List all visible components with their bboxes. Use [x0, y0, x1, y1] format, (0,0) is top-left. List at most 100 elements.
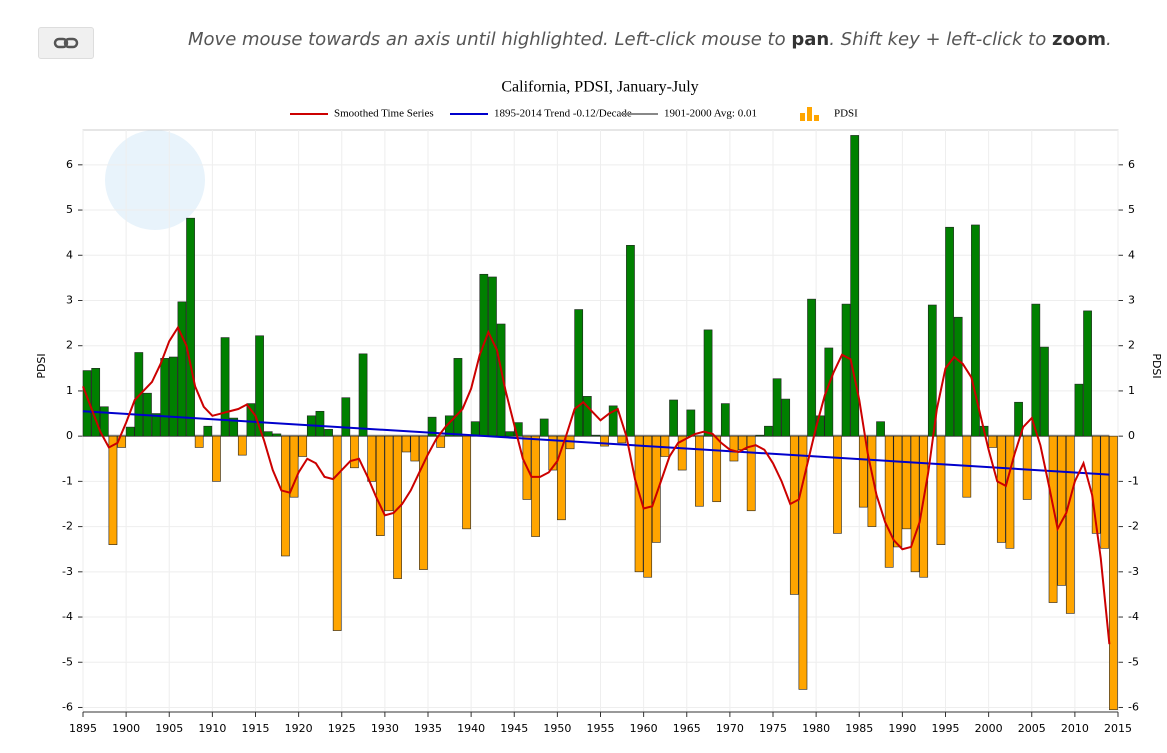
bar — [401, 435, 411, 453]
legend-label: 1901-2000 Avg: 0.01 — [664, 108, 757, 120]
bar — [427, 416, 437, 437]
bar — [548, 435, 558, 471]
legend-label: PDSI — [834, 108, 858, 120]
bar — [332, 435, 342, 631]
bar — [151, 413, 161, 437]
y-axis-label: PDSI — [35, 353, 48, 378]
bar — [1040, 346, 1049, 437]
bar — [988, 435, 998, 448]
bar — [255, 335, 264, 437]
bar — [108, 435, 118, 545]
x-tick-label: 1960 — [630, 722, 658, 735]
bar — [539, 418, 549, 437]
bar — [289, 435, 299, 498]
line-series — [82, 410, 1110, 476]
x-tick-label: 1915 — [242, 722, 270, 735]
hint-bold: pan — [791, 29, 830, 50]
hint-text: . Shift key + left-click to — [829, 29, 1052, 50]
bar — [669, 399, 678, 437]
bar — [82, 370, 92, 437]
bar — [1100, 435, 1110, 549]
bar — [229, 417, 239, 437]
y-tick-label: -5 — [62, 655, 73, 668]
x-tick-label: 1930 — [371, 722, 399, 735]
x-tick-label: 1975 — [759, 722, 787, 735]
bar — [470, 421, 480, 437]
bar — [160, 358, 170, 437]
bar — [936, 435, 946, 545]
x-tick-label: 1935 — [414, 722, 442, 735]
bar — [513, 422, 523, 437]
bar — [703, 329, 713, 437]
bar — [764, 425, 773, 437]
y-tick-label: 3 — [66, 293, 73, 306]
x-tick-label: 1955 — [587, 722, 615, 735]
y-tick-label: -6 — [62, 700, 73, 713]
bar — [841, 303, 851, 437]
bar — [746, 435, 756, 512]
y-tick-label: 4 — [66, 248, 73, 261]
bar — [246, 403, 256, 437]
toolbar: Move mouse towards an axis until highlig… — [0, 0, 1167, 70]
x-tick-label: 2000 — [975, 722, 1003, 735]
bar — [884, 435, 894, 568]
bar — [953, 316, 963, 437]
bar — [384, 435, 394, 512]
x-tick-label: 1985 — [845, 722, 873, 735]
x-tick-label: 1910 — [198, 722, 226, 735]
bar — [125, 426, 135, 437]
bar — [695, 435, 704, 507]
bar — [1065, 435, 1075, 614]
bar — [263, 431, 273, 437]
bar — [626, 245, 635, 437]
bar — [237, 435, 247, 456]
link-icon — [53, 37, 79, 49]
bar — [833, 435, 842, 534]
link-button[interactable] — [38, 27, 94, 59]
y2-tick-label: -6 — [1128, 700, 1139, 713]
bar — [945, 226, 954, 437]
bar — [281, 435, 290, 557]
legend-swatch — [814, 115, 819, 121]
y-tick-label: 1 — [66, 384, 73, 397]
logo-watermark — [105, 130, 205, 230]
hint-bold: zoom — [1051, 29, 1106, 50]
bar — [591, 434, 601, 437]
bar — [582, 396, 592, 437]
bar — [608, 405, 618, 437]
x-tick-label: 1965 — [673, 722, 701, 735]
bar — [729, 435, 739, 462]
bar — [1022, 435, 1032, 500]
bar — [858, 435, 868, 508]
bar — [212, 435, 221, 482]
x-tick-label: 1970 — [716, 722, 744, 735]
bar — [453, 358, 463, 437]
bar — [910, 435, 920, 573]
bar — [488, 276, 497, 437]
hint-text: . — [1105, 29, 1112, 50]
bar — [1014, 401, 1023, 437]
bar — [91, 368, 101, 437]
line-series — [82, 325, 1111, 645]
instructions: Move mouse towards an axis until highlig… — [188, 29, 1112, 50]
x-tick-label: 1895 — [69, 722, 97, 735]
x-tick-label: 1995 — [932, 722, 960, 735]
x-tick-label: 1990 — [888, 722, 916, 735]
bar — [419, 435, 428, 570]
legend-swatch — [800, 113, 805, 121]
x-tick-label: 2005 — [1018, 722, 1046, 735]
y2-tick-label: 2 — [1128, 339, 1135, 352]
x-tick-label: 1980 — [802, 722, 830, 735]
y-tick-label: -1 — [62, 474, 73, 487]
bar — [194, 435, 204, 448]
x-tick-label: 1920 — [285, 722, 313, 735]
bar — [367, 435, 377, 482]
bar — [902, 435, 911, 530]
x-tick-label: 1900 — [112, 722, 140, 735]
x-tick-label: 2010 — [1061, 722, 1089, 735]
bar — [755, 434, 765, 437]
bar — [1057, 435, 1067, 586]
bar — [531, 435, 540, 537]
y-tick-label: -2 — [62, 520, 73, 533]
